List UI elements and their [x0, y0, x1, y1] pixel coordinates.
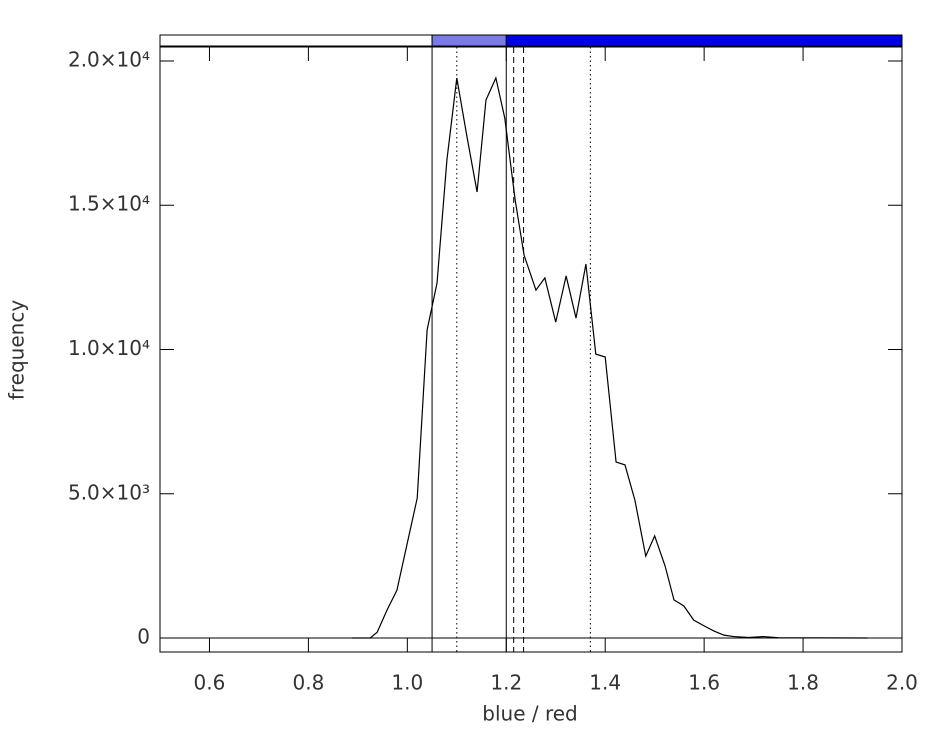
x-tick-label: 0.8 [292, 671, 324, 695]
x-tick-label: 2.0 [886, 671, 918, 695]
x-tick-label: 1.0 [391, 671, 423, 695]
x-axis-label: blue / red [482, 702, 577, 726]
y-tick-label: 1.5×10⁴ [68, 192, 150, 216]
y-tick-label: 2.0×10⁴ [68, 47, 150, 71]
colorbar-segment [159, 34, 433, 47]
x-tick-label: 1.6 [688, 671, 720, 695]
x-tick-label: 1.8 [787, 671, 819, 695]
y-tick-label: 0 [137, 625, 150, 649]
y-tick-label: 1.0×10⁴ [68, 336, 150, 360]
x-tick-label: 0.6 [194, 671, 226, 695]
x-tick-label: 1.2 [490, 671, 522, 695]
y-axis-label: frequency [5, 300, 29, 400]
colorbar-segment [431, 34, 507, 47]
colorbar-segment [505, 34, 903, 47]
plot-frame [159, 46, 903, 653]
x-tick-label: 1.4 [589, 671, 621, 695]
y-tick-label: 5.0×10³ [68, 480, 150, 504]
frequency-line [351, 76, 868, 639]
